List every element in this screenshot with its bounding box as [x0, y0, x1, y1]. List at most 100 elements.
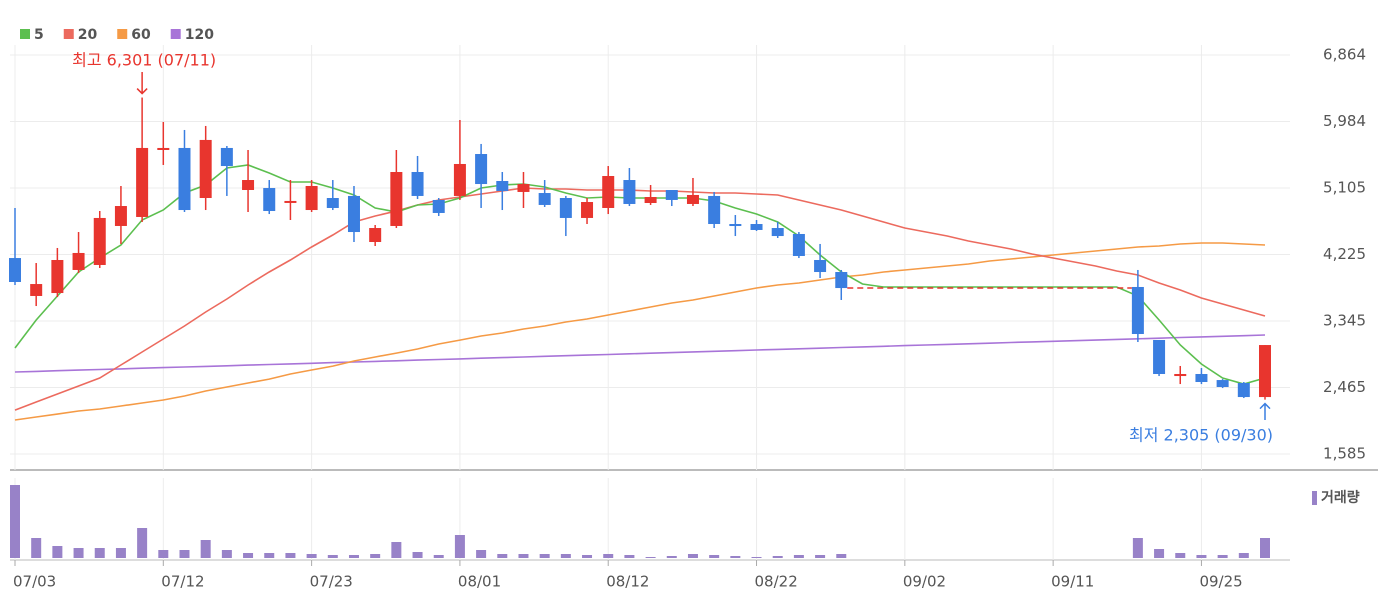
- volume-bar: [391, 542, 402, 558]
- volume-bar: [582, 555, 593, 558]
- candle-body: [347, 195, 360, 233]
- y-tick-label: 5,105: [1323, 178, 1366, 196]
- candle-body: [199, 139, 212, 199]
- candle-body: [1174, 373, 1187, 377]
- candle-body: [1259, 345, 1271, 398]
- volume-bar: [200, 540, 211, 558]
- candle-body: [814, 259, 827, 273]
- candle-body: [453, 163, 466, 196]
- volume-bar: [772, 556, 783, 558]
- volume-bar: [687, 554, 698, 558]
- volume-bar: [285, 553, 296, 558]
- candle-body: [750, 224, 763, 230]
- candle-body: [496, 180, 509, 191]
- legend-swatch: [63, 29, 74, 39]
- volume-bar: [666, 556, 677, 558]
- volume-bar: [243, 553, 254, 558]
- ma-line: [14, 242, 1266, 421]
- x-tick-label: 08/22: [755, 573, 798, 591]
- x-tick-label: 09/25: [1199, 573, 1242, 591]
- volume-bar: [115, 548, 126, 558]
- candle-body: [93, 217, 106, 265]
- volume-bar: [1175, 553, 1186, 558]
- candle-body: [623, 180, 636, 204]
- volume-bar: [348, 555, 359, 558]
- volume-bar: [306, 554, 317, 558]
- y-tick-label: 6,864: [1323, 45, 1366, 63]
- volume-bar: [433, 555, 444, 558]
- legend-label: 거래량: [1321, 490, 1360, 506]
- volume-bar: [518, 554, 529, 558]
- volume-bar: [497, 554, 508, 558]
- annotation-low: 최저 2,305 (09/30): [1129, 426, 1273, 445]
- volume-bar: [221, 550, 232, 558]
- y-tick-label: 1,585: [1323, 445, 1366, 463]
- candle-body: [559, 198, 572, 218]
- candle-body: [835, 272, 848, 289]
- candle-body: [284, 200, 297, 203]
- volume-bar: [476, 550, 487, 558]
- y-tick-label: 4,225: [1323, 245, 1366, 263]
- volume-bar: [179, 550, 190, 558]
- candle-body: [475, 154, 488, 185]
- candle-body: [1237, 382, 1250, 398]
- candle-body: [242, 180, 255, 190]
- volume-bar: [264, 553, 275, 558]
- candle-body: [1195, 373, 1208, 383]
- volume-bar: [836, 554, 847, 558]
- volume-bar: [158, 550, 169, 558]
- volume-bar: [624, 555, 635, 558]
- volume-bar: [1132, 538, 1143, 558]
- x-tick-label: 09/11: [1051, 573, 1094, 591]
- volume-bar: [1196, 555, 1207, 558]
- legend-label: 120: [185, 27, 214, 43]
- volume-bar: [137, 528, 148, 558]
- volume-bar: [560, 554, 571, 558]
- candle-body: [114, 206, 127, 226]
- x-tick-label: 08/12: [606, 573, 649, 591]
- candle-body: [665, 189, 678, 200]
- candle-body: [644, 197, 657, 203]
- candle-body: [30, 284, 43, 296]
- candle-body: [9, 258, 21, 282]
- volume-bar: [1238, 553, 1249, 558]
- candle-body: [178, 147, 191, 211]
- candle-body: [136, 147, 149, 217]
- x-tick-label: 07/23: [310, 573, 353, 591]
- volume-bar: [793, 555, 804, 558]
- candle-body: [538, 193, 551, 205]
- volume-bar: [1154, 549, 1165, 558]
- legend-swatch: [20, 29, 30, 39]
- volume-bar: [370, 554, 381, 558]
- candle-body: [1131, 286, 1144, 335]
- candle-body: [432, 199, 445, 213]
- candle-body: [686, 194, 699, 204]
- candle-body: [1216, 380, 1229, 387]
- volume-bar: [603, 554, 614, 558]
- arrow-high: [136, 72, 148, 95]
- candle-body: [220, 147, 233, 167]
- x-tick-label: 07/03: [13, 573, 56, 591]
- volume-bar: [645, 557, 656, 558]
- volume-bar: [1217, 555, 1228, 558]
- candle-body: [581, 202, 594, 218]
- legend-swatch: [170, 29, 181, 39]
- ma-line: [14, 334, 1266, 373]
- x-tick-label: 07/12: [161, 573, 204, 591]
- volume-bar: [52, 546, 63, 558]
- volume-bar: [73, 548, 84, 558]
- volume-bar: [709, 555, 720, 558]
- annotation-high: 최고 6,301 (07/11): [72, 51, 216, 70]
- candle-body: [369, 228, 382, 243]
- candle-body: [326, 198, 339, 208]
- arrow-low: [1259, 402, 1271, 420]
- legend-swatch: [117, 29, 128, 39]
- candle-body: [390, 172, 403, 226]
- ma-line: [14, 187, 1266, 411]
- volume-bar: [31, 538, 42, 558]
- candle-body: [1153, 339, 1166, 374]
- y-tick-label: 5,984: [1323, 112, 1366, 130]
- x-tick-label: 08/01: [458, 573, 501, 591]
